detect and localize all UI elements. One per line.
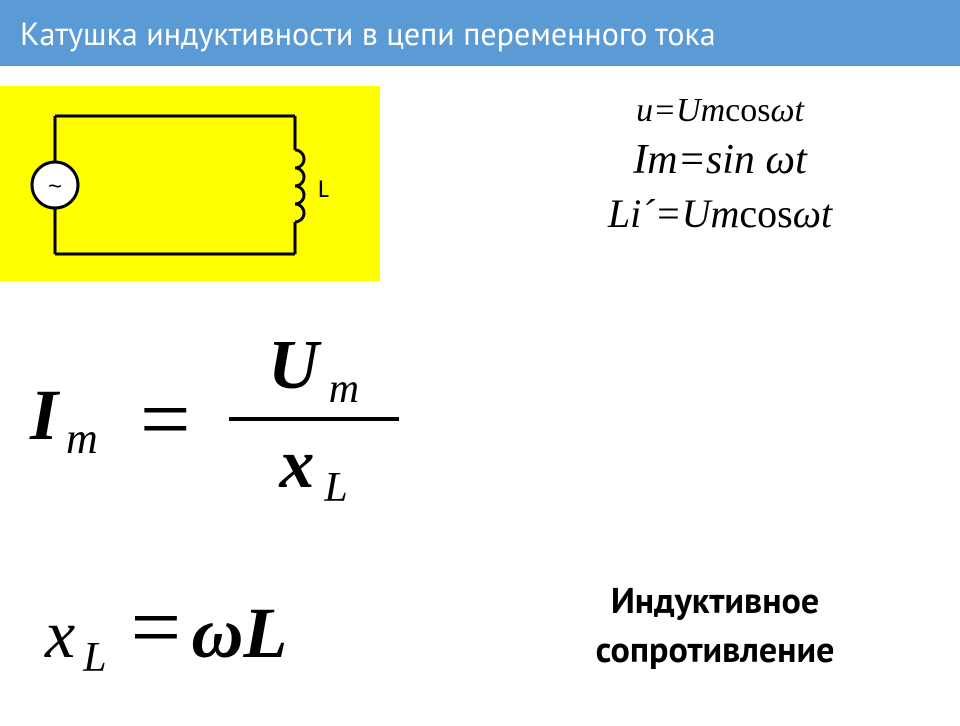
formula2-rhs: ωL (191, 592, 287, 675)
formula1-num-sub: m (329, 366, 359, 412)
ac-source-symbol: ~ (48, 173, 62, 200)
equation-u: u=Umcosωt (510, 92, 930, 130)
caption-inductive-reactance: Индуктивное сопротивление (525, 576, 905, 673)
formula1-fraction-bar (229, 417, 399, 421)
formula1-equals: = (140, 368, 191, 471)
formula1-num-main: U (268, 327, 319, 404)
caption-line2: сопротивление (596, 625, 835, 672)
formula1-den-main: x (279, 426, 314, 503)
formula-im-equals-um-over-xl: Im = Um xL (30, 326, 399, 512)
formula2-equals: = (131, 576, 182, 679)
formula1-den-sub: L (324, 465, 347, 511)
equation-li: Li´=Umcosωt (510, 190, 930, 237)
formula2-lhs-sub: L (83, 635, 106, 681)
slide-title: Катушка индуктивности в цепи переменного… (0, 0, 960, 66)
formula2-lhs-main: x (45, 596, 75, 672)
equation-im: Im=sin ωt (510, 136, 930, 184)
formula-xl-equals-omega-l: xL = ωL (45, 576, 287, 682)
formula1-lhs-sub: m (66, 414, 98, 463)
caption-line1: Индуктивное (611, 576, 819, 623)
slide-content: ~ L u=Umcosωt Im=sin ωt Li´=Umcosωt Im =… (0, 66, 960, 726)
circuit-diagram-bg: ~ L (0, 86, 380, 281)
equation-block-right: u=Umcosωt Im=sin ωt Li´=Umcosωt (510, 86, 930, 243)
inductor-label: L (318, 172, 329, 204)
formula1-lhs-main: I (30, 375, 58, 455)
